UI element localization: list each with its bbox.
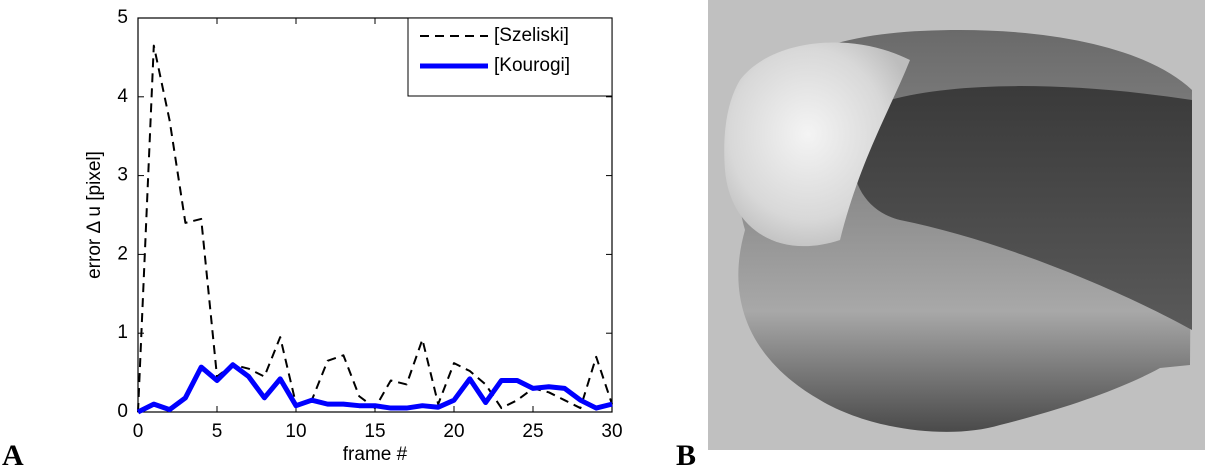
image-panel (708, 0, 1205, 450)
x-tick-label: 20 (443, 421, 464, 442)
x-tick-label: 0 (133, 421, 144, 442)
legend-label: [Kourogi] (494, 55, 570, 76)
y-tick-label: 4 (117, 86, 128, 107)
data-line (138, 365, 612, 412)
x-axis-label: frame # (343, 444, 408, 465)
x-tick-label: 30 (601, 421, 622, 442)
y-tick-label: 3 (117, 165, 128, 186)
y-tick-label: 5 (117, 7, 128, 28)
data-line (138, 46, 612, 412)
figure: A B frame # error Δ u [pixel] 0510152025… (0, 0, 1205, 475)
panel-label: B (676, 439, 696, 472)
x-tick-label: 5 (212, 421, 223, 442)
y-tick-label: 2 (117, 243, 128, 264)
page: A B frame # error Δ u [pixel] 0510152025… (0, 0, 1205, 475)
y-tick-label: 0 (117, 401, 128, 422)
x-tick-label: 15 (364, 421, 385, 442)
legend-label: [Szeliski] (494, 25, 569, 46)
panel-label: A (2, 439, 24, 472)
x-tick-label: 10 (285, 421, 306, 442)
y-tick-label: 1 (117, 322, 128, 343)
y-axis-label: error Δ u [pixel] (84, 151, 105, 279)
x-tick-label: 25 (522, 421, 543, 442)
